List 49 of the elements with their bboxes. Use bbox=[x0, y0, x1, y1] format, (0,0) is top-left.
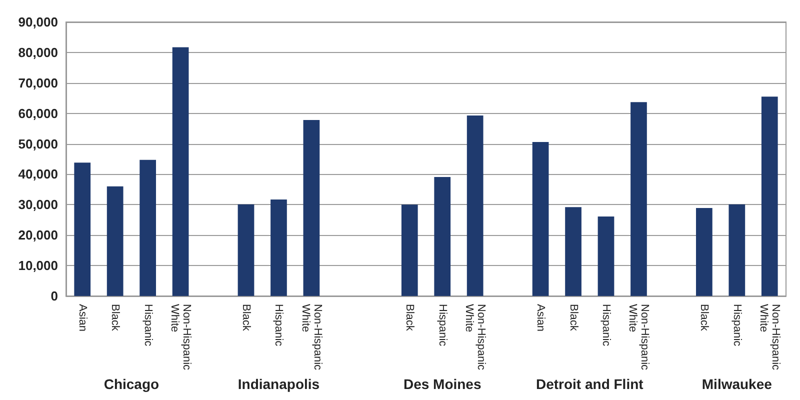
x-tick-label: Black bbox=[698, 304, 710, 332]
x-tick-label: Non-Hispanic White bbox=[299, 304, 324, 374]
x-tick-label: Non-Hispanic White bbox=[626, 304, 651, 374]
bar bbox=[172, 47, 189, 296]
y-tick-label: 50,000 bbox=[18, 136, 58, 152]
text: Detroit and Flint bbox=[536, 376, 644, 392]
x-tick-label: Hispanic bbox=[600, 304, 612, 347]
text: Des Moines bbox=[403, 376, 482, 392]
x-tick-label: Asian bbox=[534, 304, 547, 332]
x-tick-label: Black bbox=[109, 304, 122, 332]
x-tick-label: Non-Hispanic White bbox=[463, 304, 488, 374]
x-tick-label: Hispanic bbox=[272, 304, 285, 347]
y-tick-label: 10,000 bbox=[18, 258, 58, 274]
bar bbox=[532, 142, 549, 296]
bar bbox=[598, 216, 614, 296]
x-tick-label: Black bbox=[404, 304, 416, 332]
x-tick-label: Black bbox=[567, 304, 580, 332]
x-tick-label: Hispanic bbox=[142, 304, 154, 347]
bar bbox=[728, 204, 746, 296]
bar bbox=[140, 160, 156, 296]
text: Indianapolis bbox=[238, 376, 320, 392]
x-tick-label: Asian bbox=[76, 304, 88, 332]
text: Chicago bbox=[104, 376, 160, 392]
y-tick-label: 80,000 bbox=[18, 44, 58, 60]
y-tick-label: 70,000 bbox=[18, 75, 58, 90]
x-tick-label: Non-Hispanic White bbox=[168, 304, 193, 374]
x-tick-label: Hispanic bbox=[730, 304, 743, 347]
y-tick-label: 40,000 bbox=[18, 166, 58, 182]
bar bbox=[270, 199, 287, 296]
y-tick-label: 90,000 bbox=[18, 14, 58, 30]
bar bbox=[630, 102, 647, 296]
bar bbox=[434, 176, 451, 296]
bar bbox=[696, 208, 712, 296]
bar bbox=[106, 186, 124, 296]
y-tick-label: 20,000 bbox=[18, 228, 58, 243]
y-tick-label: 60,000 bbox=[18, 106, 58, 121]
bar bbox=[565, 207, 582, 296]
bar bbox=[401, 204, 418, 296]
y-tick-label: 0 bbox=[50, 288, 58, 304]
bar bbox=[238, 204, 254, 296]
x-tick-label: Non-Hispanic White bbox=[758, 304, 782, 374]
bar bbox=[74, 162, 91, 296]
x-tick-label: Black bbox=[240, 304, 252, 332]
bar bbox=[761, 96, 778, 296]
y-tick-label: 30,000 bbox=[18, 197, 58, 212]
bar bbox=[466, 115, 484, 296]
bar bbox=[303, 120, 320, 296]
x-tick-label: Hispanic bbox=[436, 304, 448, 347]
text: Milwaukee bbox=[702, 376, 772, 392]
